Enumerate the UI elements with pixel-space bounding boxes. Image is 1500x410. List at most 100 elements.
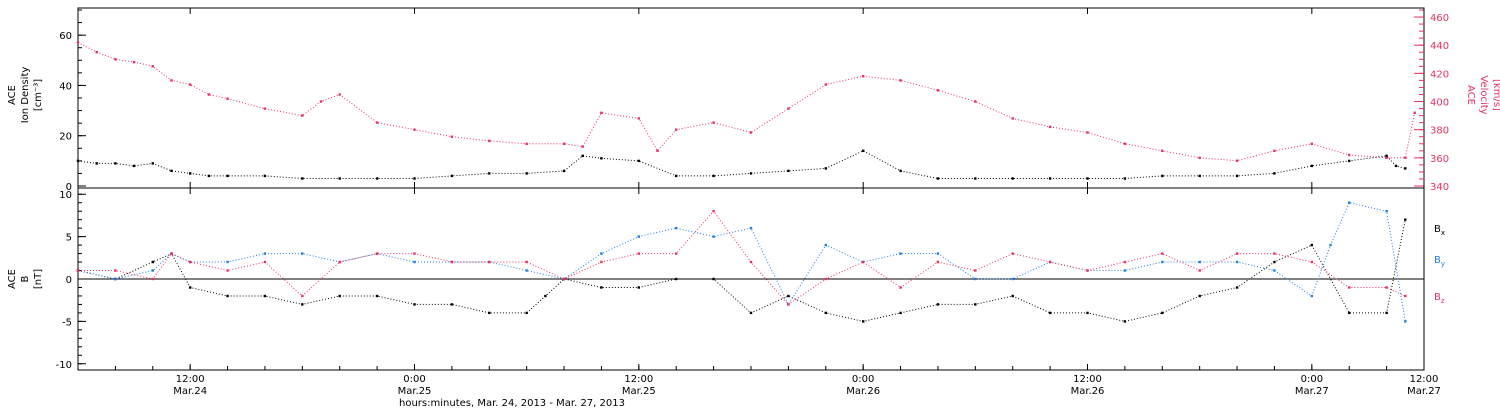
density-point bbox=[581, 154, 584, 157]
by-point bbox=[1011, 277, 1014, 281]
bx-point bbox=[824, 311, 827, 315]
density-point bbox=[189, 172, 192, 175]
density-point bbox=[712, 174, 715, 178]
field-tick-label: -10 bbox=[56, 360, 72, 371]
field-legend: Bx By Bz bbox=[1434, 224, 1445, 305]
density-point bbox=[1235, 174, 1239, 178]
bz-point bbox=[375, 252, 379, 255]
by-point bbox=[413, 260, 416, 264]
bz-point bbox=[450, 260, 454, 264]
velocity-point bbox=[207, 93, 211, 96]
bz-point bbox=[749, 260, 753, 264]
density-point bbox=[226, 174, 229, 178]
by-point bbox=[675, 226, 678, 230]
velocity-point bbox=[114, 58, 117, 61]
density-point bbox=[1273, 172, 1276, 175]
bz-trace bbox=[78, 210, 1406, 306]
bx-point bbox=[1273, 260, 1276, 264]
velocity-point bbox=[1011, 117, 1014, 120]
bz-point bbox=[1198, 269, 1201, 272]
bz-point bbox=[899, 286, 902, 289]
density-axis-label-line3: [cm⁻³] bbox=[33, 79, 44, 111]
bx-point bbox=[1235, 286, 1239, 289]
legend-bz-sub: z bbox=[1441, 297, 1445, 305]
by-point bbox=[1310, 294, 1313, 298]
bx-point bbox=[226, 294, 229, 298]
bx-point bbox=[899, 311, 902, 315]
density-velocity-panel: 0 20 40 60 340 360 380 400 420 440 460 ACE Ion De… bbox=[7, 7, 1500, 193]
by-point bbox=[263, 252, 267, 255]
bz-point bbox=[488, 260, 491, 264]
bx-point bbox=[301, 303, 304, 306]
velocity-point bbox=[226, 97, 229, 100]
time-tick-label: 12:00 bbox=[624, 374, 653, 385]
bx-trace bbox=[77, 219, 1406, 322]
bz-point bbox=[712, 210, 715, 213]
bx-point bbox=[600, 286, 603, 289]
by-point bbox=[151, 269, 154, 272]
bz-point bbox=[76, 269, 80, 272]
field-tick-label: 0 bbox=[66, 275, 72, 286]
density-point bbox=[488, 172, 491, 175]
bx-point bbox=[413, 303, 416, 306]
velocity-point bbox=[862, 75, 865, 78]
top-panel-frame bbox=[77, 7, 1425, 189]
density-axis-label: ACE Ion Density [cm⁻³] bbox=[7, 67, 44, 124]
density-point bbox=[338, 177, 341, 180]
velocity-tick-label: 440 bbox=[1430, 41, 1449, 52]
bz-point bbox=[1404, 294, 1407, 298]
by-point bbox=[1235, 260, 1239, 264]
density-point bbox=[1011, 177, 1014, 180]
velocity-point bbox=[581, 145, 584, 148]
time-tick-date: Mar.25 bbox=[398, 386, 432, 397]
time-tick-date: Mar.24 bbox=[173, 386, 207, 397]
velocity-point bbox=[1086, 131, 1089, 134]
density-point bbox=[413, 177, 416, 180]
velocity-point bbox=[974, 100, 977, 103]
bz-point bbox=[974, 269, 977, 272]
velocity-point bbox=[488, 139, 491, 143]
density-trace bbox=[77, 150, 1406, 179]
bx-point bbox=[1086, 311, 1089, 315]
velocity-point bbox=[76, 41, 80, 44]
bx-point bbox=[675, 277, 678, 281]
velocity-point bbox=[637, 117, 640, 120]
bx-point bbox=[637, 286, 640, 289]
time-axis: 12:00Mar.240:00Mar.2512:00Mar.250:00Mar.… bbox=[77, 8, 1441, 397]
velocity-point bbox=[263, 107, 267, 110]
by-point bbox=[749, 226, 753, 230]
by-point bbox=[824, 243, 827, 247]
density-velocity-series bbox=[76, 41, 1416, 180]
bx-point bbox=[1385, 311, 1388, 315]
by-point bbox=[114, 277, 117, 281]
bx-point bbox=[749, 311, 753, 315]
bz-point bbox=[1123, 260, 1127, 264]
bz-point bbox=[1310, 260, 1313, 264]
velocity-point bbox=[170, 79, 173, 82]
bz-point bbox=[637, 252, 640, 255]
density-point bbox=[132, 164, 136, 168]
bz-point bbox=[301, 294, 304, 298]
by-point bbox=[712, 235, 715, 238]
bz-point bbox=[1235, 252, 1239, 255]
bz-point bbox=[1011, 252, 1014, 255]
density-point bbox=[301, 177, 304, 180]
velocity-trace bbox=[77, 41, 1416, 162]
bz-point bbox=[114, 269, 117, 272]
density-point bbox=[899, 169, 902, 173]
by-point bbox=[525, 269, 528, 272]
velocity-axis-label: ACE Velocity [km/s] bbox=[1465, 75, 1500, 114]
density-point bbox=[600, 157, 603, 160]
density-axis-ticks: 0 20 40 60 bbox=[59, 9, 86, 193]
time-axis-title: hours:minutes, Mar. 24, 2013 - Mar. 27, … bbox=[399, 398, 625, 409]
density-point bbox=[76, 159, 80, 163]
bx-point bbox=[1348, 311, 1351, 315]
velocity-point bbox=[375, 121, 379, 124]
density-point bbox=[95, 162, 98, 165]
field-tick-label: -5 bbox=[62, 317, 72, 328]
bz-point bbox=[936, 260, 940, 264]
density-point bbox=[263, 174, 267, 178]
density-point bbox=[1385, 154, 1388, 157]
velocity-point bbox=[749, 131, 753, 134]
bz-point bbox=[189, 260, 192, 264]
